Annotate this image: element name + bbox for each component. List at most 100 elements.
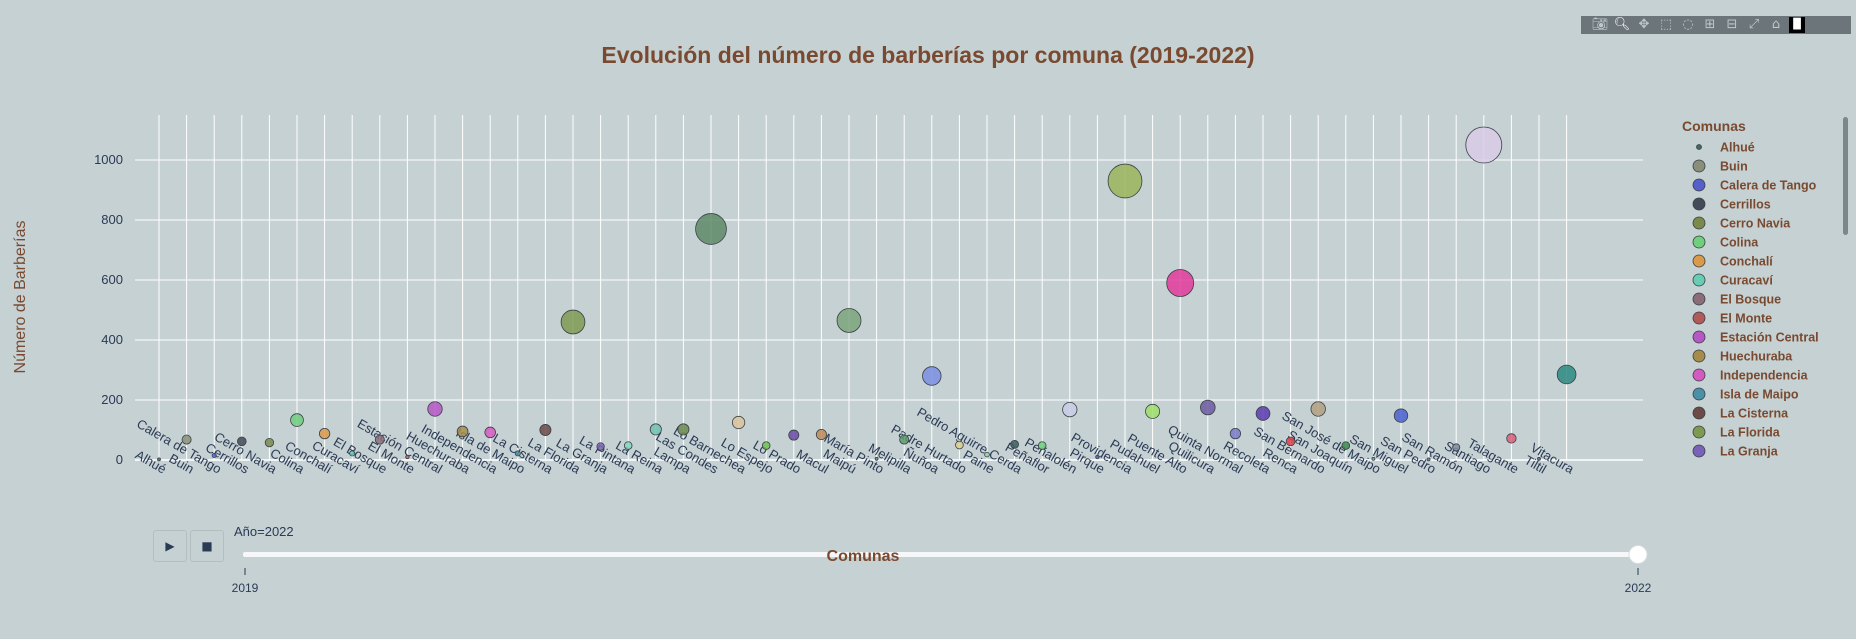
marker-lo-barnechea[interactable]: [731, 415, 746, 430]
marker-cerrillos[interactable]: [237, 436, 247, 447]
marker-quinta-normal[interactable]: [1229, 427, 1242, 440]
marker-santiago[interactable]: [1465, 126, 1503, 164]
marker-la-reina[interactable]: [649, 423, 662, 436]
marker-providencia[interactable]: [1107, 163, 1143, 199]
marker-pudahuel[interactable]: [1145, 403, 1161, 419]
legend-item[interactable]: Calera de Tango: [1692, 178, 1817, 193]
plotly-logo-icon[interactable]: ▐▌: [1789, 17, 1805, 33]
legend-item[interactable]: Conchalí: [1692, 255, 1773, 269]
marker-san-bernardo[interactable]: [1310, 401, 1326, 417]
legend-item[interactable]: Independencia: [1692, 369, 1809, 383]
marker-san-ramón[interactable]: [1452, 443, 1461, 452]
legend-scrollbar[interactable]: [1843, 117, 1848, 235]
marker-vitacura[interactable]: [1556, 364, 1577, 385]
zoom-icon[interactable]: 🔍︎: [1613, 17, 1631, 32]
box-select-icon[interactable]: ⬚: [1659, 17, 1673, 32]
marker-la-florida[interactable]: [560, 309, 586, 335]
marker-el-monte[interactable]: [405, 454, 410, 460]
marker-maipú[interactable]: [836, 308, 862, 333]
marker-la-cisterna[interactable]: [539, 424, 552, 436]
legend-label: La Florida: [1720, 426, 1781, 440]
marker-renca[interactable]: [1285, 436, 1296, 447]
marker-quilicura[interactable]: [1200, 399, 1216, 416]
marker-lo-espejo[interactable]: [761, 441, 771, 450]
marker-recoleta[interactable]: [1255, 406, 1271, 421]
legend-item[interactable]: Cerrillos: [1692, 197, 1771, 212]
marker-peñalolén[interactable]: [1062, 401, 1078, 418]
markers[interactable]: [157, 126, 1577, 462]
marker-estación-central[interactable]: [427, 401, 443, 417]
marker-maría-pinto[interactable]: [874, 456, 879, 461]
legend-item[interactable]: La Granja: [1692, 445, 1779, 459]
legend-label: Independencia: [1720, 369, 1809, 383]
stop-button[interactable]: ■: [190, 530, 224, 562]
marker-lo-prado[interactable]: [788, 429, 800, 441]
marker-cerro-navia[interactable]: [264, 437, 275, 448]
marker-la-granja[interactable]: [596, 442, 605, 451]
pan-icon[interactable]: ✥: [1638, 17, 1650, 32]
slider-tick-label-start: 2019: [232, 581, 259, 595]
marker-san-josé-de-maipo[interactable]: [1371, 456, 1376, 461]
marker-talagante[interactable]: [1506, 433, 1517, 444]
marker-independencia[interactable]: [484, 426, 496, 439]
x-tick-label: Alhué: [133, 447, 169, 477]
camera-icon[interactable]: 📷︎: [1591, 17, 1609, 32]
marker-san-joaquín[interactable]: [1341, 441, 1351, 450]
marker-san-miguel[interactable]: [1393, 408, 1409, 423]
reset-axes-icon[interactable]: ⌂: [1771, 17, 1781, 32]
marker-colina[interactable]: [290, 413, 304, 427]
legend-marker: [1692, 197, 1706, 211]
legend-item[interactable]: Curacaví: [1692, 274, 1773, 288]
legend-item[interactable]: Cerro Navia: [1692, 217, 1791, 231]
marker-el-bosque[interactable]: [374, 434, 385, 445]
marker-la-pintana[interactable]: [623, 441, 633, 450]
legend-item[interactable]: Huechuraba: [1692, 350, 1793, 364]
slider-track[interactable]: [243, 552, 1639, 557]
legend-marker: [1692, 178, 1706, 192]
marker-curacaví[interactable]: [349, 450, 356, 457]
marker-macul[interactable]: [815, 428, 827, 441]
marker-peñaflor[interactable]: [1037, 441, 1047, 450]
marker-alhué[interactable]: [157, 457, 161, 462]
marker-paine[interactable]: [984, 451, 990, 458]
marker-buin[interactable]: [181, 434, 192, 445]
marker-pirque[interactable]: [1095, 454, 1100, 460]
legend-item[interactable]: Alhué: [1696, 141, 1755, 155]
y-tick-label: 0: [116, 452, 123, 467]
y-tick-label: 400: [101, 332, 123, 347]
legend[interactable]: Comunas Alhué Buin Calera de Tango Cerrillo…: [1682, 118, 1819, 459]
legend-label: El Bosque: [1720, 293, 1781, 307]
legend-item[interactable]: Isla de Maipo: [1692, 387, 1799, 402]
marker-ñuñoa[interactable]: [922, 366, 942, 386]
slider-handle[interactable]: [1628, 545, 1648, 564]
marker-tiltil[interactable]: [1537, 456, 1541, 461]
legend-item[interactable]: La Florida: [1692, 426, 1781, 440]
marker-padre-hurtado[interactable]: [955, 440, 964, 450]
legend-item[interactable]: Buin: [1692, 160, 1748, 174]
zoom-out-icon[interactable]: ⊟: [1726, 17, 1738, 32]
legend-item[interactable]: El Bosque: [1692, 293, 1781, 307]
marker-lampa[interactable]: [677, 423, 690, 436]
marker-calera-de-tango[interactable]: [211, 452, 217, 459]
legend-title: Comunas: [1682, 118, 1746, 134]
marker-isla-de-maipo[interactable]: [514, 450, 521, 457]
legend-marker: [1692, 235, 1706, 249]
legend-item[interactable]: Colina: [1692, 235, 1759, 250]
autoscale-icon[interactable]: ⤢: [1748, 17, 1760, 32]
marker-puente-alto[interactable]: [1166, 269, 1195, 297]
lasso-icon[interactable]: ◌: [1682, 17, 1694, 32]
legend-item[interactable]: La Cisterna: [1692, 407, 1789, 421]
marker-huechuraba[interactable]: [456, 425, 469, 438]
legend-marker: [1692, 387, 1706, 401]
marker-pedro-aguirre-cerda[interactable]: [1010, 439, 1020, 449]
play-button[interactable]: ▶: [153, 530, 187, 562]
marker-las-condes[interactable]: [695, 213, 727, 245]
marker-san-pedro[interactable]: [1426, 457, 1431, 462]
legend-item[interactable]: El Monte: [1692, 312, 1772, 326]
marker-conchalí[interactable]: [318, 427, 331, 440]
marker-melipilla[interactable]: [899, 434, 910, 445]
zoom-in-icon[interactable]: ⊞: [1704, 17, 1716, 32]
legend-item[interactable]: Estación Central: [1692, 331, 1819, 345]
x-axis-label: Comunas: [827, 548, 900, 565]
